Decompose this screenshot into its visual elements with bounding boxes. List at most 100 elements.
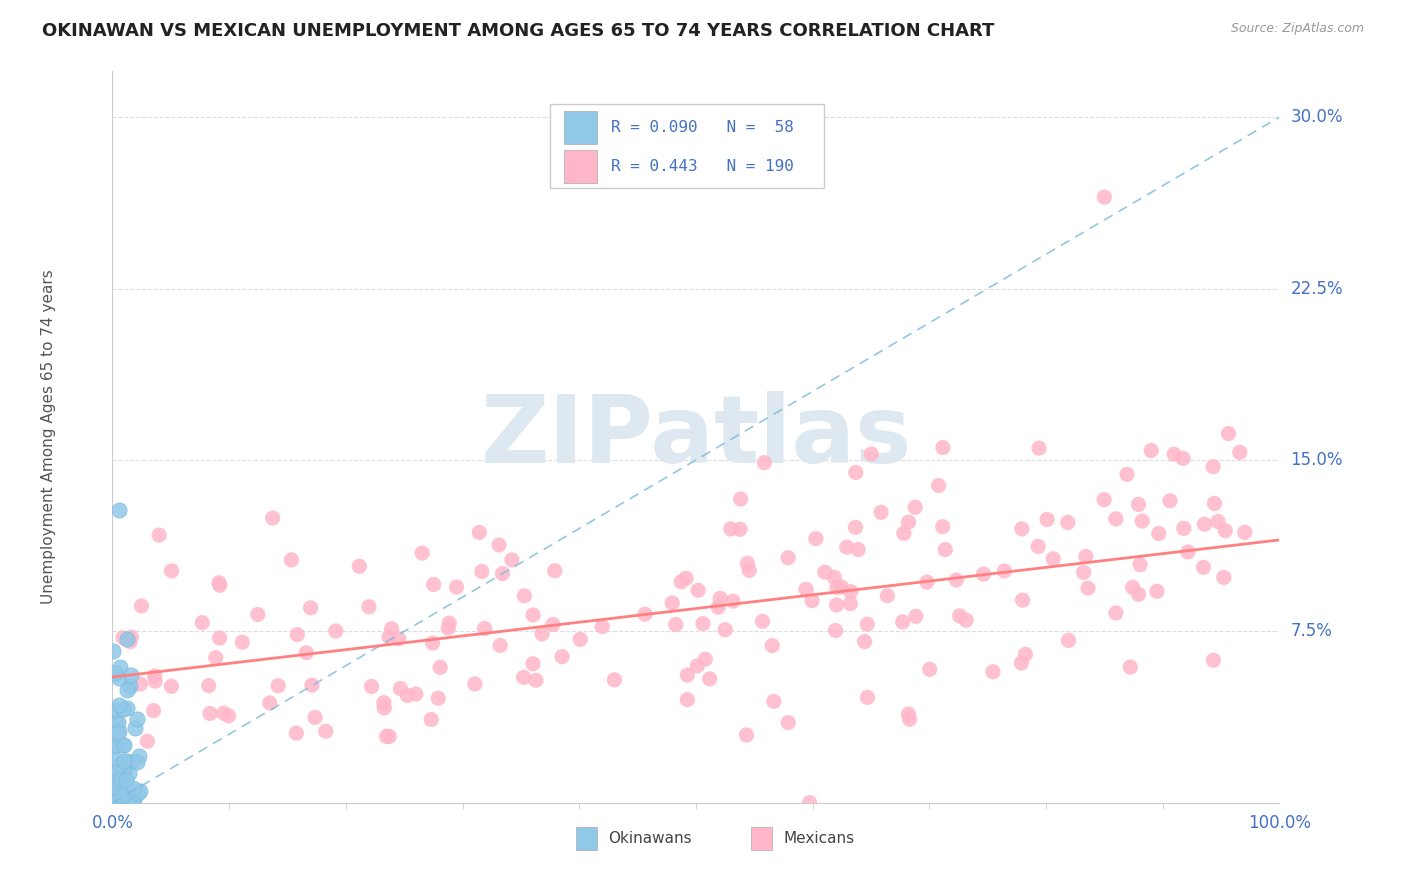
- Point: [876, 589, 898, 603]
- Point: [373, 696, 395, 710]
- Point: [108, 671, 131, 685]
- Point: [1056, 516, 1078, 530]
- Point: [799, 796, 821, 810]
- Point: [904, 609, 927, 624]
- Text: Unemployment Among Ages 65 to 74 years: Unemployment Among Ages 65 to 74 years: [41, 269, 56, 605]
- Point: [1094, 190, 1116, 204]
- Point: [1173, 521, 1195, 535]
- Point: [103, 739, 125, 754]
- Point: [761, 639, 783, 653]
- Point: [721, 594, 744, 608]
- Point: [1105, 606, 1128, 620]
- Point: [1233, 525, 1256, 540]
- Point: [931, 519, 953, 533]
- Text: 15.0%: 15.0%: [1291, 451, 1343, 469]
- Point: [839, 584, 862, 599]
- Point: [112, 739, 135, 753]
- Point: [1206, 515, 1229, 529]
- Point: [104, 703, 127, 717]
- Point: [1147, 526, 1170, 541]
- Point: [107, 715, 129, 730]
- Point: [569, 632, 592, 647]
- Point: [856, 617, 879, 632]
- Point: [143, 674, 166, 689]
- Point: [142, 704, 165, 718]
- Point: [707, 600, 730, 615]
- Point: [105, 791, 128, 805]
- Point: [128, 748, 150, 763]
- Point: [129, 677, 152, 691]
- Point: [108, 503, 131, 517]
- Point: [1212, 570, 1234, 584]
- Point: [325, 624, 347, 638]
- Point: [728, 522, 751, 536]
- Point: [120, 630, 142, 644]
- Point: [709, 591, 731, 606]
- Point: [105, 726, 128, 740]
- Point: [103, 780, 125, 794]
- Point: [512, 670, 534, 684]
- Point: [1177, 545, 1199, 559]
- Point: [778, 715, 800, 730]
- Text: Source: ZipAtlas.com: Source: ZipAtlas.com: [1230, 22, 1364, 36]
- Point: [127, 755, 149, 769]
- Point: [110, 756, 132, 771]
- Text: ZIPatlas: ZIPatlas: [481, 391, 911, 483]
- Point: [893, 526, 915, 541]
- Bar: [751, 827, 772, 850]
- Point: [259, 696, 281, 710]
- Point: [380, 622, 402, 636]
- Point: [349, 559, 371, 574]
- Point: [1218, 426, 1240, 441]
- Point: [1011, 593, 1033, 607]
- Point: [246, 607, 269, 622]
- Point: [360, 680, 382, 694]
- Point: [835, 540, 858, 554]
- Point: [375, 730, 398, 744]
- Point: [105, 764, 128, 779]
- Point: [918, 662, 941, 676]
- Point: [1229, 445, 1251, 459]
- Point: [1042, 551, 1064, 566]
- Point: [1202, 653, 1225, 667]
- Point: [114, 773, 136, 788]
- Point: [129, 784, 152, 798]
- Point: [825, 581, 848, 595]
- Point: [105, 789, 128, 804]
- Point: [105, 796, 128, 810]
- Point: [530, 627, 553, 641]
- Point: [839, 597, 862, 611]
- Point: [1116, 467, 1139, 482]
- Point: [488, 538, 510, 552]
- Point: [541, 617, 564, 632]
- Point: [437, 621, 460, 635]
- Point: [949, 608, 972, 623]
- Point: [1122, 580, 1144, 594]
- Point: [446, 580, 468, 594]
- Point: [692, 616, 714, 631]
- Point: [110, 772, 132, 787]
- Point: [103, 774, 125, 789]
- Point: [111, 764, 134, 778]
- Point: [231, 635, 253, 649]
- Point: [898, 712, 921, 726]
- Point: [104, 666, 127, 681]
- Point: [212, 706, 235, 720]
- Point: [1192, 560, 1215, 574]
- Point: [915, 575, 938, 590]
- Point: [1073, 566, 1095, 580]
- Point: [429, 660, 451, 674]
- Text: 22.5%: 22.5%: [1291, 279, 1343, 298]
- Point: [754, 456, 776, 470]
- Point: [934, 542, 956, 557]
- Point: [844, 520, 866, 534]
- Point: [160, 679, 183, 693]
- Point: [491, 566, 513, 581]
- Point: [955, 613, 977, 627]
- Point: [120, 634, 142, 648]
- Point: [932, 441, 955, 455]
- Text: 7.5%: 7.5%: [1291, 623, 1333, 640]
- Point: [405, 687, 427, 701]
- Point: [489, 639, 512, 653]
- Point: [197, 679, 219, 693]
